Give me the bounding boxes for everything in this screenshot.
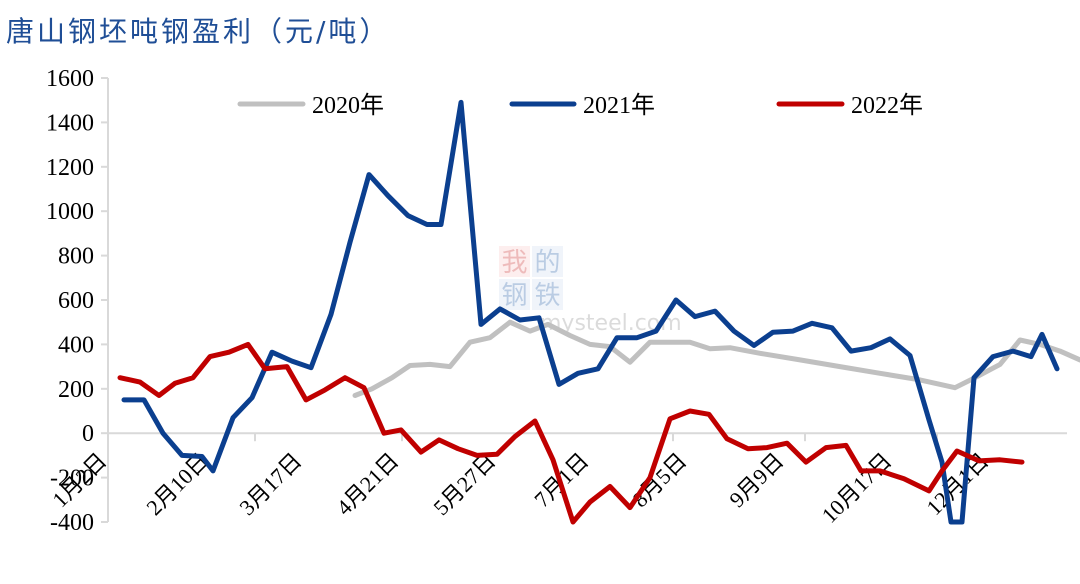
y-tick-label: 1000	[46, 199, 94, 225]
svg-text:我: 我	[501, 248, 527, 278]
svg-text:铁: 铁	[534, 281, 560, 311]
chart-title: 唐山钢坯吨钢盈利（元/吨）	[6, 15, 391, 48]
y-tick-label: -400	[50, 510, 94, 536]
x-tick-label: 9月9日	[724, 448, 788, 512]
y-tick-label: 600	[58, 288, 94, 314]
series-line-2021年	[121, 99, 1060, 525]
x-tick-label: 4月21日	[331, 448, 403, 520]
svg-text:钢: 钢	[501, 281, 527, 311]
y-tick-label: 1400	[46, 110, 94, 136]
y-tick-label: 200	[58, 377, 94, 403]
x-tick-label: 5月27日	[428, 448, 500, 520]
y-tick-label: 0	[82, 421, 94, 447]
series-line-2020年	[352, 319, 1080, 398]
legend-label: 2022年	[851, 92, 923, 119]
y-tick-label: 1200	[46, 155, 94, 181]
y-tick-label: -200	[50, 466, 94, 492]
y-tick-label: 400	[58, 332, 94, 358]
watermark: 我的钢 铁mysteel.com	[499, 246, 682, 336]
legend-label: 2020年	[312, 92, 384, 119]
svg-text:的: 的	[534, 248, 560, 278]
y-tick-label: 800	[58, 244, 94, 270]
x-tick-label: 3月17日	[234, 448, 306, 520]
y-tick-label: 1600	[46, 66, 94, 92]
series-line-2022年	[117, 341, 1025, 525]
legend-label: 2021年	[583, 92, 655, 119]
